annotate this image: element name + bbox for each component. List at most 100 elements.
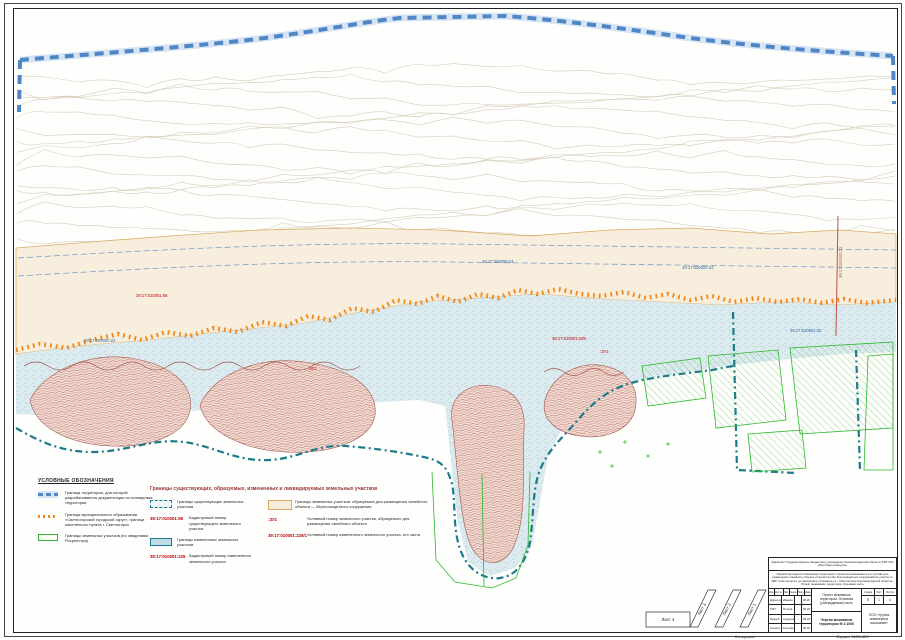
role-row: Разраб. Сидорова 06.20 (769, 614, 811, 624)
sheet-tabs: Лист 4 Лист 3 Лист 2 Лист 1 (645, 589, 767, 628)
cadastral-label: 39:17:000000:22 (84, 338, 116, 343)
customer-row: Заказчик: Государственное бюджетное учре… (769, 558, 896, 571)
stage-header-row: Стадия Лист Листов (862, 589, 896, 596)
legend-item: Границы земельных участков (по сведениям… (38, 533, 156, 543)
sheet-number: 1 (875, 596, 884, 604)
legend-item: 39:17:010001:56 Кадастровый номер сущест… (150, 515, 254, 531)
symbol-cell (38, 512, 62, 518)
revision-grid: Изм. Кол.уч. Лист №док. Подп. Дата Дирек… (769, 589, 812, 632)
sheet-tab (714, 589, 742, 628)
revision-header-row: Изм. Кол.уч. Лист №док. Подп. Дата (769, 589, 811, 596)
symbol-cell (150, 499, 174, 508)
sheet-tab (739, 589, 767, 628)
cadastral-number: 39:17:010001:225 (150, 554, 186, 560)
signature-cell (795, 623, 802, 632)
legend-item: Граница муниципального образования «Свет… (38, 512, 156, 528)
legend-item-label: Условный номер земельного участка, образ… (307, 516, 410, 527)
role-cell: ГИП (769, 605, 782, 614)
legend-item-label: Условный номер измененного земельного уч… (307, 532, 421, 538)
stage-value-row: П 1 4 (862, 596, 896, 605)
sheets-label: Листов (886, 590, 894, 594)
sheets-total: 4 (889, 598, 891, 602)
stage-block: Стадия Лист Листов П 1 4 ООО «Группа инж… (862, 589, 896, 632)
role-cell: Директор (769, 596, 782, 605)
cadastral-number: 39:17:010001:56 (150, 516, 183, 522)
sheet-title: Чертеж межевания территории М 1:1000 (819, 617, 854, 626)
legend-item-label: Границы измененных земельных участков (177, 536, 239, 548)
role-cell: Н.контр. (769, 623, 782, 632)
legend-column-left: Границы существующих земельных участков … (150, 499, 254, 570)
sheet-tab-label: Лист 1 (746, 602, 757, 616)
legend-column-right: Границы земельных участков, образуемых д… (268, 499, 428, 570)
title-block-main: Изм. Кол.уч. Лист №док. Подп. Дата Дирек… (769, 589, 896, 632)
legend-item-label: Границы земельных участков, образуемых д… (295, 499, 428, 510)
organization-name: ООО «Группа инженерных изысканий» (868, 612, 890, 625)
cadastral-label: 39:17:010001:225 (552, 336, 586, 341)
municipal-boundary-symbol (38, 514, 58, 518)
escarpment-hatching (29, 356, 637, 563)
format-label: Формат 1189x420 (836, 633, 869, 639)
date-cell: 06.20 (803, 598, 810, 603)
header-cell: Кол.уч. (775, 589, 784, 595)
legend-item: Границы измененных земельных участков (150, 537, 254, 547)
sheet-tab-label: Лист 4 (662, 617, 676, 622)
escarpment-crest-lines (23, 361, 625, 376)
cadastral-label: 39:17:000000:21 (838, 246, 843, 278)
legend-item-label: Кадастровый номер существующего земельно… (189, 515, 241, 531)
legend-item-label: Граница территории, для которой разрабат… (65, 490, 153, 506)
signature-cell (795, 596, 802, 605)
header-cell: Изм. (769, 589, 775, 595)
signature-cell (795, 614, 802, 623)
legend-item: Границы существующих земельных участков (150, 499, 254, 509)
role-cell: Разраб. (769, 614, 782, 623)
header-cell: №док. (790, 589, 798, 595)
symbol-cell (150, 537, 174, 546)
project-description: Разработка проекта планировки территории… (769, 571, 896, 589)
territory-boundary-line (17, 12, 896, 113)
cadastral-label: 39:17:000000:34 (682, 265, 714, 270)
role-row: ГИП Петров 06.20 (769, 605, 811, 615)
symbol-cell (38, 533, 62, 542)
formed-parcel-symbol (268, 500, 292, 510)
cadastral-label: :ЗУ1 (600, 349, 609, 354)
copied-label: Копировал (735, 633, 756, 639)
symbol-cell (268, 499, 292, 510)
legend-item-label: Граница муниципального образования «Свет… (65, 511, 145, 527)
cadastral-label: :ЗУ1 (308, 366, 317, 371)
sheet-tab (689, 589, 717, 628)
existing-parcel-symbol (150, 500, 172, 508)
header-cell: Лист (784, 589, 790, 595)
legend-symbols: УСЛОВНЫЕ ОБОЗНАЧЕНИЯ Граница территории,… (38, 478, 156, 550)
header-cell: Дата (805, 590, 811, 594)
linear-object-corridor (17, 243, 897, 277)
cadastral-number: 39:17:010001:225/1 (268, 533, 307, 539)
role-row: Н.контр. Козлова 06.20 (769, 623, 811, 632)
date-cell: 06.20 (803, 625, 810, 630)
document-title: Проект межевания территории. Основная (у… (812, 589, 861, 612)
signature-cell (795, 605, 802, 614)
cadastral-label: 39:17:010001:56 (136, 293, 168, 298)
stage-label: Стадия (862, 589, 875, 595)
symbol-cell (38, 490, 62, 498)
sheet-tab-label: Лист 2 (721, 602, 732, 616)
name-cell: Козлова (782, 623, 795, 632)
rosreestr-parcel-symbol (38, 534, 58, 542)
legend-item: Границы земельных участков, образуемых д… (268, 499, 428, 510)
sheet-label: Лист (875, 589, 884, 595)
date-cell: 06.20 (803, 607, 810, 612)
name-cell: Сидорова (782, 614, 795, 623)
changed-parcel-symbol (150, 537, 172, 546)
cadastral-label: 39:17:000000:24 (482, 259, 514, 264)
cadastral-number: :ЗУ1 (268, 517, 278, 522)
legend-parcels: Границы существующих, образуемых, измене… (150, 486, 450, 570)
stage-value: П (862, 596, 875, 604)
contour-lines (16, 63, 896, 247)
territory-boundary-symbol (38, 491, 58, 498)
legend-item: Граница территории, для которой разрабат… (38, 490, 156, 506)
axis-line-red (835, 215, 839, 337)
cadastral-label: 39:17:010001:30 (790, 328, 822, 333)
legend-item: 39:17:010001:225/1 Условный номер измене… (268, 532, 428, 538)
document-titles: Проект межевания территории. Основная (у… (812, 589, 862, 632)
